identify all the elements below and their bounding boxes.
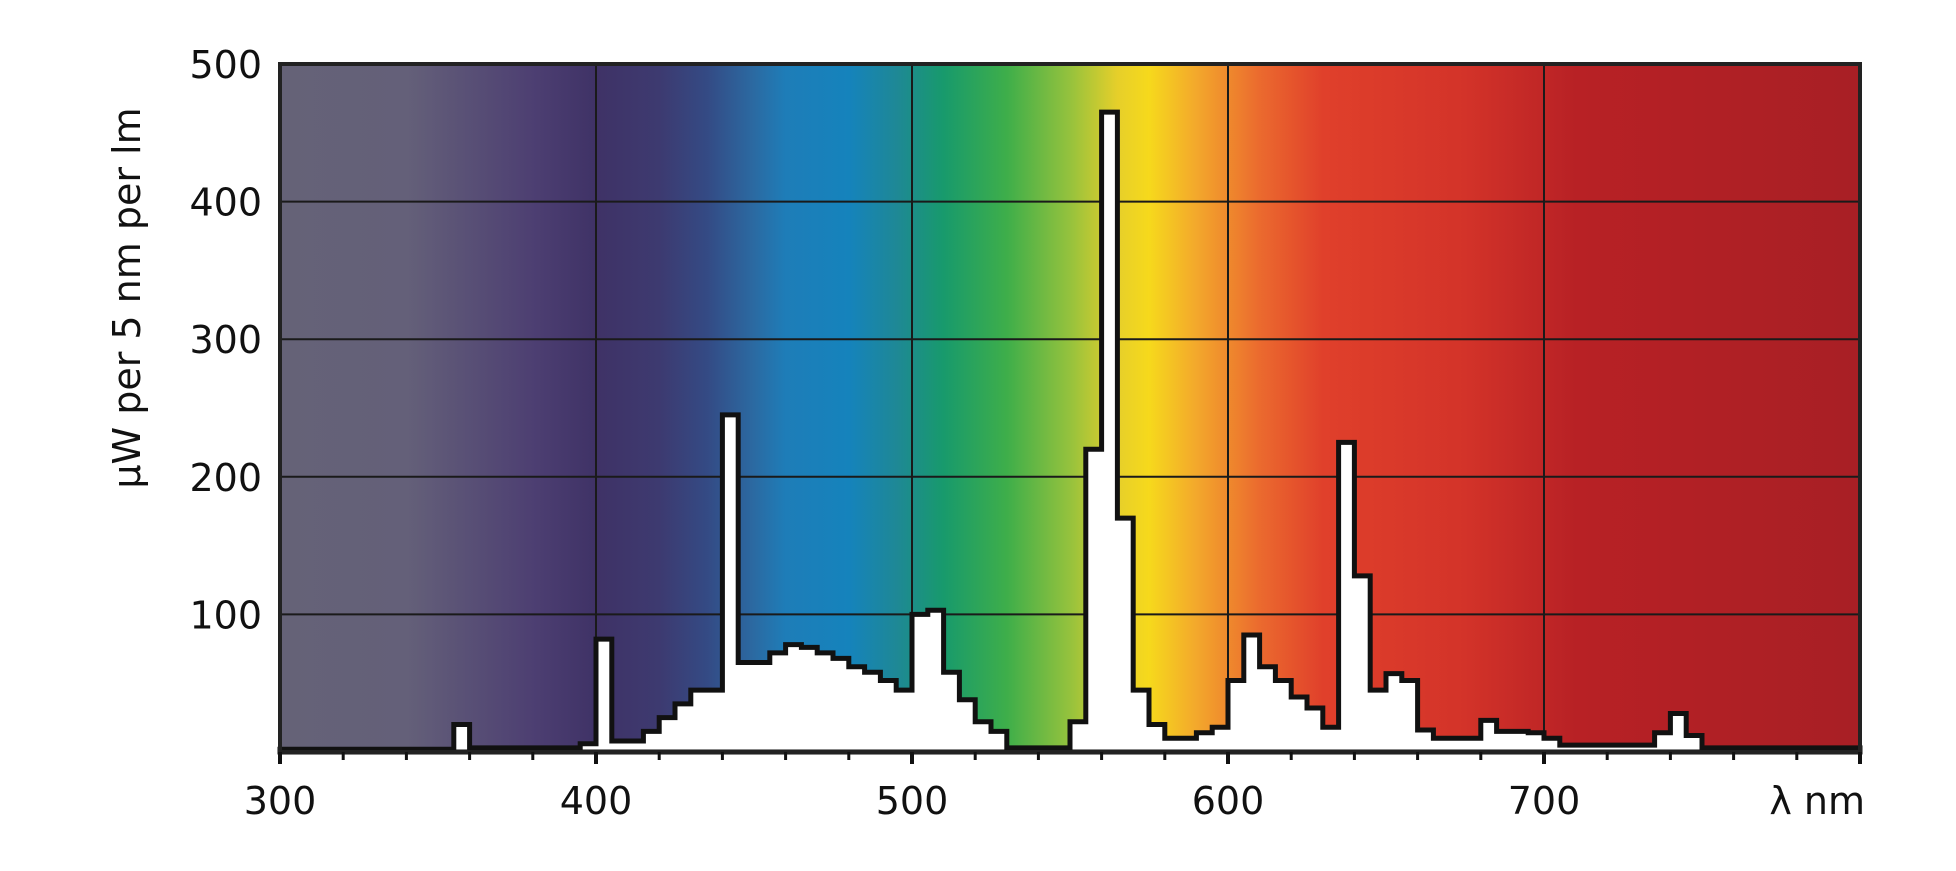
y-axis-title: μW per 5 nm per lm — [105, 107, 149, 488]
y-axis-tick-labels: 100 200 300 400 500 — [189, 43, 262, 637]
y-tick-label-100: 100 — [189, 593, 262, 637]
x-tick-label-500: 500 — [876, 779, 949, 823]
x-tick-label-400: 400 — [560, 779, 633, 823]
x-tick-label-700: 700 — [1508, 779, 1581, 823]
x-axis-ticks — [278, 752, 1862, 764]
plot-frame — [278, 62, 1862, 754]
x-axis-title: λ nm — [1769, 779, 1865, 823]
spectral-distribution-area — [277, 109, 1863, 755]
x-tick-label-300: 300 — [244, 779, 317, 823]
y-tick-label-400: 400 — [189, 181, 262, 225]
y-tick-label-500: 500 — [189, 43, 262, 87]
x-tick-label-600: 600 — [1192, 779, 1265, 823]
x-axis-tick-labels: 300 400 500 600 700 — [244, 779, 1581, 823]
spectrum-background — [280, 64, 1860, 752]
y-tick-label-200: 200 — [189, 456, 262, 500]
y-tick-label-300: 300 — [189, 318, 262, 362]
